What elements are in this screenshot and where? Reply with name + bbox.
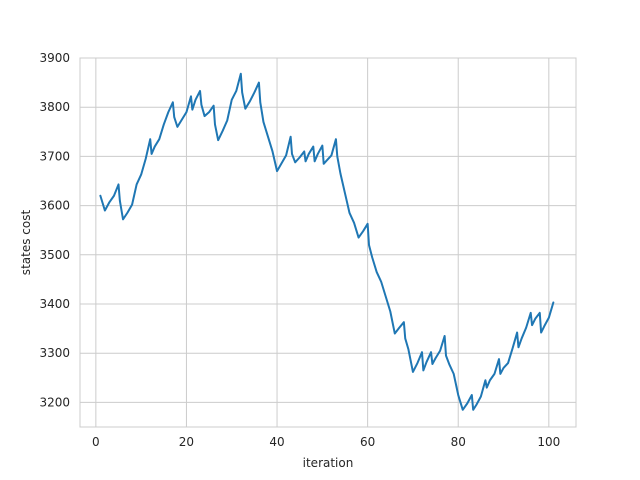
x-tick-label: 0 bbox=[92, 435, 100, 449]
x-tick-label: 40 bbox=[269, 435, 284, 449]
x-tick-labels: 0 20 40 60 80 100 bbox=[92, 435, 560, 449]
y-tick-label: 3800 bbox=[39, 100, 70, 114]
y-tick-label: 3900 bbox=[39, 51, 70, 65]
x-tick-label: 80 bbox=[451, 435, 466, 449]
y-tick-label: 3500 bbox=[39, 248, 70, 262]
y-tick-label: 3700 bbox=[39, 149, 70, 163]
x-axis-label: iteration bbox=[303, 456, 354, 470]
y-tick-labels: 3200 3300 3400 3500 3600 3700 3800 3900 bbox=[39, 51, 70, 409]
y-tick-label: 3400 bbox=[39, 297, 70, 311]
y-axis-label: states cost bbox=[19, 210, 33, 276]
plot-frame bbox=[79, 57, 577, 428]
y-gridlines bbox=[80, 57, 576, 403]
series-line bbox=[99, 72, 555, 411]
x-gridlines bbox=[95, 58, 550, 427]
y-tick-label: 3300 bbox=[39, 346, 70, 360]
y-tick-label: 3200 bbox=[39, 395, 70, 409]
x-tick-label: 60 bbox=[360, 435, 375, 449]
y-tick-label: 3600 bbox=[39, 199, 70, 213]
x-tick-label: 100 bbox=[537, 435, 560, 449]
x-tick-label: 20 bbox=[179, 435, 194, 449]
